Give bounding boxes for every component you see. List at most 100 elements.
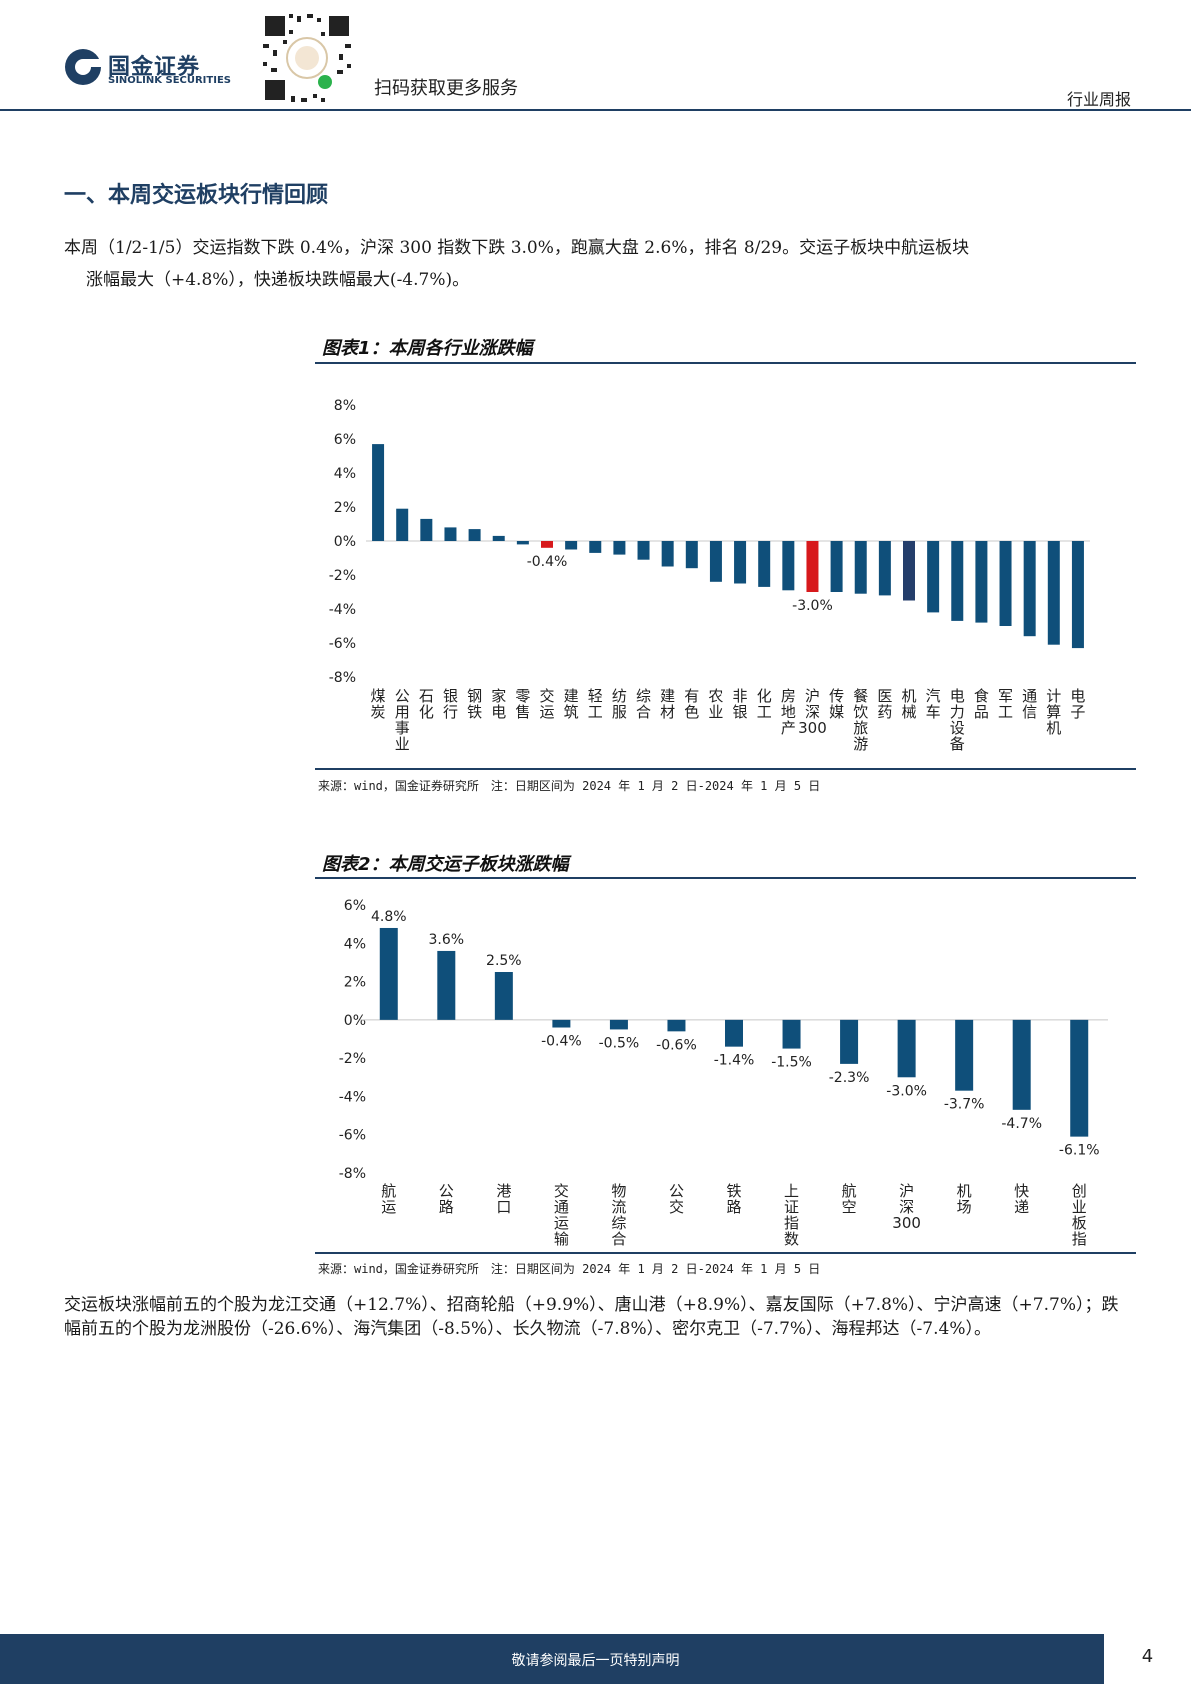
y-tick-label: 4% [334, 466, 356, 482]
bar-交通运输 [552, 1019, 571, 1028]
x-category-label: 建材 [660, 687, 675, 721]
footer-bar [0, 1634, 1191, 1684]
y-tick-label: -8% [329, 670, 356, 686]
figure1-top-rule [315, 362, 1136, 364]
bar-纺服 [613, 541, 626, 555]
x-category-label: 纺服 [612, 687, 627, 721]
data-label: -3.0% [792, 598, 833, 614]
bar-传媒 [830, 541, 843, 592]
bar-公交 [667, 1019, 686, 1032]
x-category-label: 公交 [669, 1182, 684, 1216]
bar-快递 [1012, 1019, 1031, 1110]
y-tick-label: 0% [334, 534, 356, 550]
bar-农业 [709, 541, 722, 582]
data-label: -2.3% [829, 1070, 870, 1086]
x-category-label: 建筑 [564, 687, 579, 721]
bar-航运 [379, 927, 398, 1020]
x-category-label: 航运 [381, 1182, 396, 1216]
x-category-label: 铁路 [726, 1182, 741, 1216]
bar-机场 [955, 1019, 974, 1091]
bar-物流综合 [609, 1019, 628, 1030]
x-category-label: 沪深 300 [892, 1182, 921, 1232]
bar-沪深300 [897, 1019, 916, 1078]
footer-disclaimer: 敬请参阅最后一页特别声明 [511, 1653, 680, 1669]
bar-创业板指 [1070, 1019, 1089, 1137]
x-category-label: 港口 [496, 1182, 511, 1216]
y-tick-label: 0% [344, 1013, 366, 1029]
bar-军工 [999, 541, 1012, 626]
x-category-label: 物流综合 [611, 1182, 626, 1248]
bar-公用事业 [396, 508, 409, 541]
figure2-chart: 6% 4% 2% 0% -2% -4% -6% -8% 4.8% 3.6% 2.5% -0.4% -0… [339, 898, 1108, 1248]
bar-通信 [1023, 541, 1036, 637]
bar-化工 [758, 541, 771, 587]
header-divider [0, 109, 1191, 111]
x-category-label: 传媒 [829, 687, 844, 721]
data-label: -1.4% [714, 1053, 755, 1069]
page-number-box [1104, 1634, 1191, 1684]
intro-paragraph: 本周（1/2-1/5）交运指数下跌 0.4%，沪深 300 指数下跌 3.0%，… [64, 232, 1134, 296]
x-category-label: 轻工 [588, 687, 603, 721]
data-label: -4.7% [1001, 1116, 1042, 1132]
y-tick-label: 8% [334, 398, 356, 414]
x-category-label: 零售 [515, 687, 530, 721]
bar-有色 [685, 541, 698, 569]
bar-电子 [1071, 541, 1084, 649]
bar-医药 [878, 541, 891, 596]
x-category-label: 家电 [491, 687, 506, 721]
x-category-label: 电子 [1070, 687, 1085, 721]
x-category-label: 快递 [1014, 1182, 1029, 1216]
bar-房地产 [782, 541, 795, 591]
x-category-label: 煤炭 [371, 687, 386, 721]
figure2-top-rule [315, 877, 1136, 879]
data-label: -1.5% [771, 1055, 812, 1071]
bar-上证指数 [782, 1019, 801, 1049]
bar-计算机 [1047, 541, 1060, 645]
logo-mark-icon [65, 49, 102, 85]
figure1-chart: 8% 6% 4% 2% 0% -2% -4% -6% -8% -0.4% -3.0% 煤炭公用事业… [329, 398, 1090, 753]
data-label: -3.7% [944, 1097, 985, 1113]
intro-line-2: 涨幅最大（+4.8%），快递板块跌幅最大(-4.7%)。 [86, 270, 470, 290]
bar-港口 [494, 972, 513, 1020]
y-tick-label: 6% [334, 432, 356, 448]
bar-综合 [637, 541, 650, 560]
bar-电力设备 [951, 541, 964, 621]
data-label: 3.6% [429, 932, 465, 948]
figure1-title: 图表1：本周各行业涨跌幅 [322, 338, 533, 359]
x-category-label: 航空 [842, 1182, 857, 1216]
x-category-label: 农业 [708, 687, 723, 721]
y-tick-label: -4% [339, 1089, 366, 1105]
x-category-label: 化工 [757, 687, 772, 721]
bar-建筑 [565, 541, 578, 550]
report-type-label: 行业周报 [1066, 90, 1131, 109]
x-category-label: 交运 [539, 687, 554, 721]
x-category-label: 综合 [636, 687, 651, 721]
bar-钢铁 [468, 529, 481, 541]
y-tick-label: 2% [334, 500, 356, 516]
x-category-label: 汽车 [926, 687, 941, 721]
qr-code-icon[interactable] [259, 10, 355, 106]
x-category-label: 公用事业 [395, 687, 410, 753]
x-category-label: 军工 [998, 687, 1013, 721]
y-tick-label: -6% [339, 1128, 366, 1144]
bar-轻工 [589, 541, 602, 553]
page-number: 4 [1141, 1646, 1154, 1667]
data-label: 4.8% [371, 909, 407, 925]
data-label: -0.4% [527, 554, 568, 570]
y-tick-label: 6% [344, 898, 366, 914]
bar-汽车 [927, 541, 940, 613]
y-tick-label: -4% [329, 602, 356, 618]
bar-石化 [420, 518, 433, 541]
x-category-label: 非银 [733, 687, 748, 721]
data-label: -0.5% [599, 1035, 640, 1051]
x-category-label: 沪深 300 [798, 687, 827, 737]
top-movers-paragraph: 交运板块涨幅前五的个股为龙江交通（+12.7%）、招商轮船（+9.9%）、唐山港… [64, 1295, 1119, 1339]
x-category-label: 上证指数 [784, 1182, 799, 1248]
data-label: -3.0% [886, 1083, 927, 1099]
bar-零售 [516, 541, 529, 545]
x-category-label: 机场 [957, 1182, 972, 1216]
x-category-label: 房地产 [781, 687, 796, 737]
brand-name-cn: 国金证券 [108, 55, 201, 80]
figure1-source-note: 来源：wind，国金证券研究所 注：日期区间为 2024 年 1 月 2 日-2… [318, 779, 821, 793]
data-label: -0.4% [541, 1034, 582, 1050]
